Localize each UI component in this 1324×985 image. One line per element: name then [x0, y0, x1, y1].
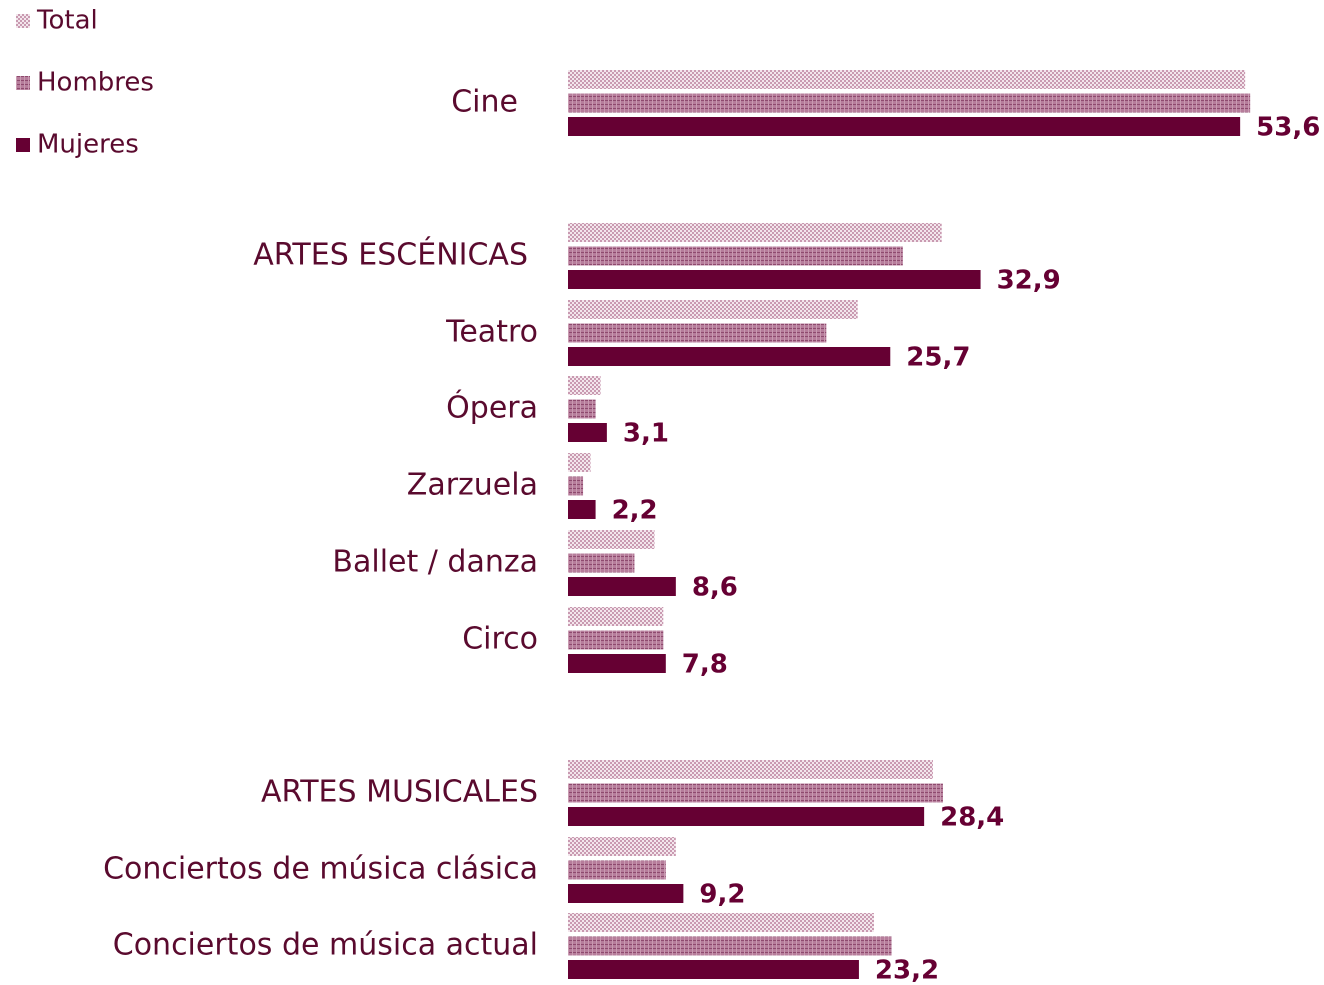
value-label: 53,6 [1256, 113, 1320, 143]
legend-label: Mujeres [37, 130, 139, 160]
bar [568, 884, 684, 903]
bar [568, 654, 666, 673]
category-label: Conciertos de música actual [113, 928, 538, 963]
bar [568, 807, 925, 826]
bar [568, 783, 943, 803]
bar [568, 93, 1251, 113]
bar [568, 453, 591, 472]
value-label: 8,6 [692, 573, 738, 603]
category-label: Teatro [445, 315, 538, 350]
category-label: Cine [451, 85, 518, 120]
bar [568, 376, 601, 395]
bar [568, 936, 892, 956]
bar [568, 399, 596, 419]
bar [568, 607, 664, 626]
bar [568, 837, 676, 856]
value-label: 25,7 [906, 343, 970, 373]
category-label: Zarzuela [407, 468, 538, 503]
bar [568, 70, 1246, 89]
bar [568, 347, 891, 366]
bar [568, 476, 584, 496]
bar [568, 530, 655, 549]
bar [568, 760, 933, 779]
bar [568, 270, 981, 289]
bar [568, 300, 858, 319]
bar [568, 960, 859, 979]
bar [568, 246, 903, 266]
legend-label: Hombres [37, 68, 154, 98]
value-label: 2,2 [612, 496, 658, 526]
bar [568, 500, 596, 519]
bar [568, 860, 666, 880]
value-label: 28,4 [940, 803, 1004, 833]
category-label: Circo [462, 622, 538, 657]
value-label: 3,1 [623, 419, 669, 449]
category-label: Ópera [446, 389, 538, 426]
bar [568, 553, 635, 573]
legend-swatch [16, 76, 30, 90]
value-label: 23,2 [875, 956, 939, 985]
bar [568, 323, 827, 343]
value-label: 9,2 [699, 880, 745, 910]
category-label: ARTES MUSICALES [261, 775, 538, 810]
legend-label: Total [36, 6, 98, 36]
bar [568, 223, 942, 242]
value-label: 32,9 [997, 266, 1061, 296]
bar [568, 630, 664, 650]
bar [568, 913, 874, 932]
bar [568, 117, 1241, 136]
legend-swatch [16, 138, 30, 152]
bar [568, 423, 607, 442]
category-label: ARTES ESCÉNICAS [253, 237, 528, 273]
category-label: Conciertos de música clásica [103, 852, 538, 887]
category-label: Ballet / danza [332, 545, 538, 580]
value-label: 7,8 [682, 650, 728, 680]
legend-swatch [16, 14, 30, 28]
bar [568, 577, 676, 596]
